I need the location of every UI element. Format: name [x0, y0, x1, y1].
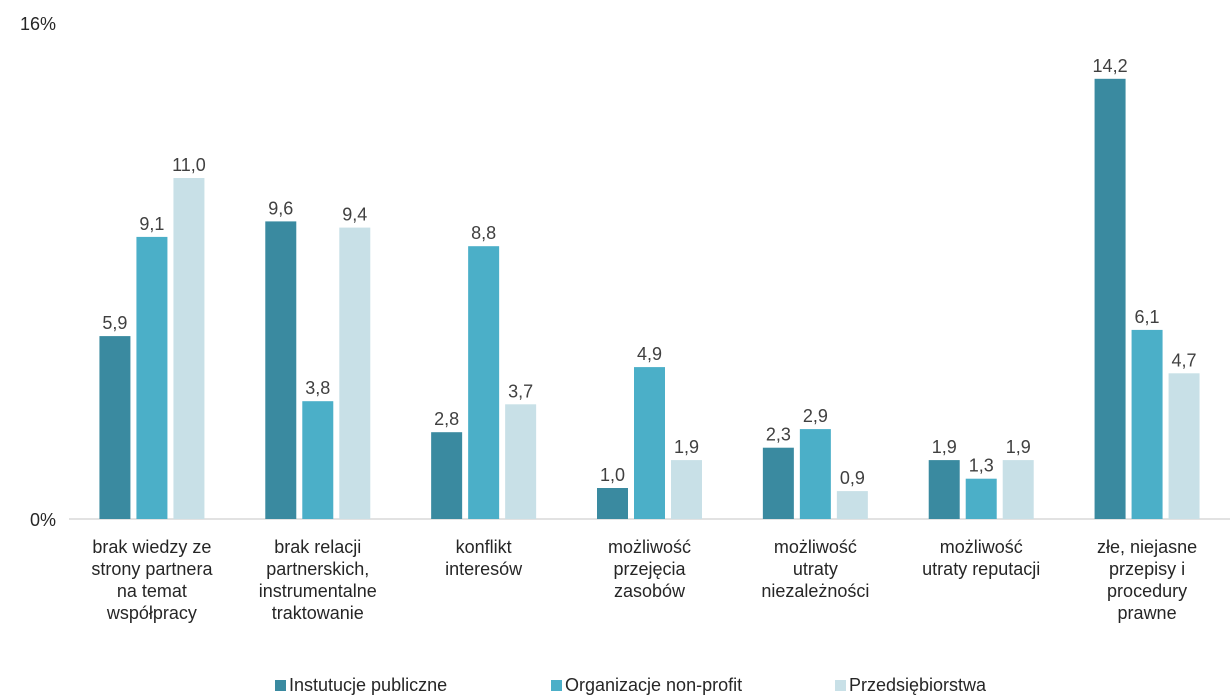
data-label: 3,8 — [305, 378, 330, 398]
bar — [634, 367, 665, 519]
bar — [799, 429, 831, 519]
data-label: 5,9 — [102, 313, 127, 333]
data-label: 1,0 — [600, 465, 625, 485]
category-label: brak relacji partnerskich, instrumentalne t… — [259, 537, 377, 623]
legend-label: Przedsiębiorstwa — [849, 675, 987, 695]
bar — [265, 221, 297, 519]
data-label: 9,6 — [268, 198, 293, 218]
data-label: 1,9 — [1006, 437, 1031, 457]
y-tick-max: 16% — [20, 14, 56, 34]
bar — [836, 491, 868, 519]
data-label: 1,9 — [674, 437, 699, 457]
bar — [431, 432, 463, 519]
bar — [505, 404, 537, 519]
data-label: 4,7 — [1172, 350, 1197, 370]
legend-label: Instutucje publiczne — [289, 675, 447, 695]
category-label: konflikt interesów — [445, 537, 523, 579]
data-label: 9,4 — [342, 205, 367, 225]
bar — [173, 178, 205, 519]
category-label: brak wiedzy ze strony partnera na temat wsp… — [91, 537, 213, 623]
data-label: 0,9 — [840, 468, 865, 488]
data-label: 6,1 — [1135, 307, 1160, 327]
bar — [1002, 460, 1034, 519]
bar — [1168, 373, 1200, 519]
data-label: 2,3 — [766, 425, 791, 445]
category-label: możliwość utraty niezależności — [761, 537, 869, 601]
bar — [1131, 329, 1163, 519]
bar — [136, 236, 168, 519]
data-label: 2,8 — [434, 409, 459, 429]
data-label: 8,8 — [471, 223, 496, 243]
bar — [468, 246, 500, 519]
bar — [1094, 78, 1126, 520]
data-label: 1,9 — [932, 437, 957, 457]
bar — [99, 336, 131, 519]
legend-swatch — [551, 680, 562, 691]
y-tick-zero: 0% — [30, 510, 56, 530]
bar — [597, 488, 628, 519]
bar — [928, 460, 960, 519]
data-label: 14,2 — [1093, 56, 1128, 76]
data-label: 3,7 — [508, 381, 533, 401]
data-label: 1,3 — [969, 456, 994, 476]
category-label: możliwość przejęcia zasobów — [608, 537, 691, 601]
data-label: 4,9 — [637, 344, 662, 364]
bar — [302, 401, 334, 519]
category-label: złe, niejasne przepisy i procedury prawne — [1097, 537, 1197, 623]
bar — [965, 478, 997, 519]
bar — [339, 227, 371, 519]
data-label: 2,9 — [803, 406, 828, 426]
legend-swatch — [275, 680, 286, 691]
legend-swatch — [835, 680, 846, 691]
data-label: 9,1 — [139, 214, 164, 234]
bar — [762, 447, 794, 519]
bar — [671, 460, 702, 519]
legend-label: Organizacje non-profit — [565, 675, 742, 695]
data-label: 11,0 — [172, 155, 206, 175]
category-label: możliwość utraty reputacji — [922, 537, 1040, 579]
